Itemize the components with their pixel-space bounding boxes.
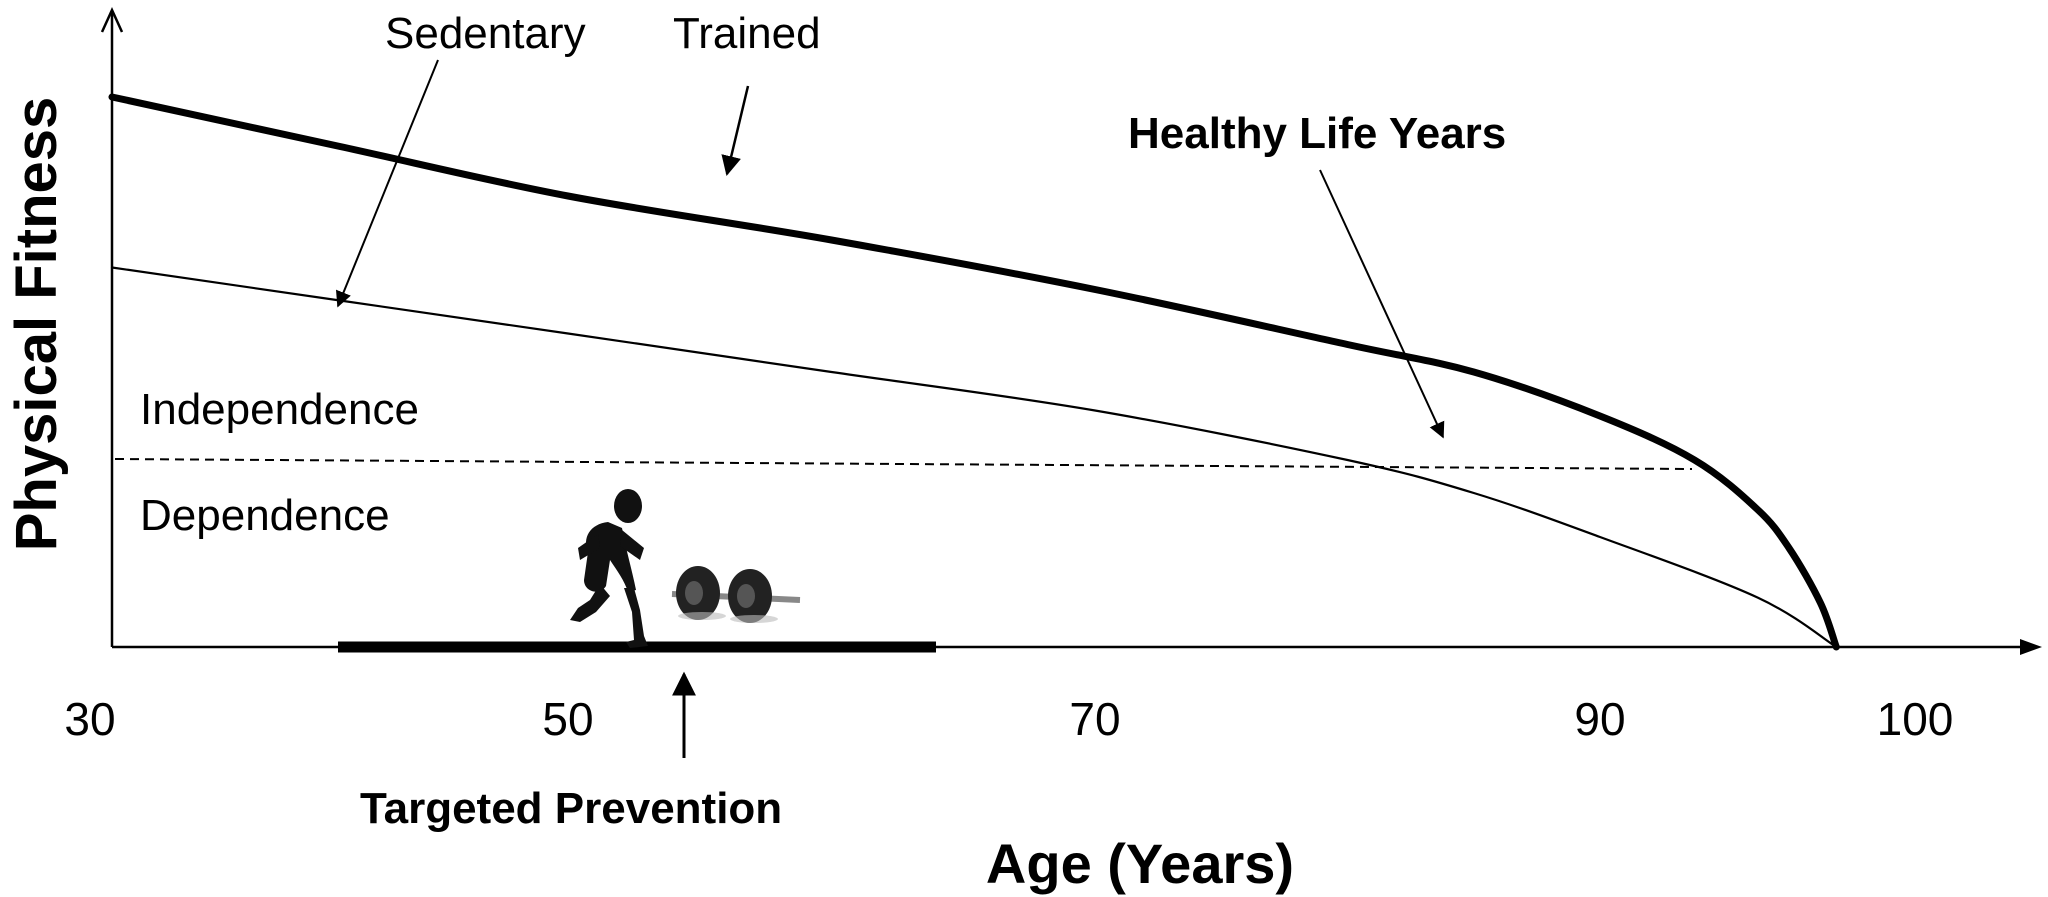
- series-line-sedentary: [110, 266, 1838, 649]
- x-axis-arrow-icon: [2020, 639, 2042, 655]
- runner-icon: [570, 489, 648, 648]
- x-tick-label: 90: [1574, 693, 1625, 745]
- dependence-label: Dependence: [140, 491, 390, 540]
- x-tick-label: 30: [64, 693, 115, 745]
- healthy-life-years-arrow: [1319, 169, 1445, 439]
- x-axis-title: Age (Years): [986, 832, 1294, 895]
- y-axis-arrow-icon: [100, 6, 124, 33]
- targeted-prevention-label: Targeted Prevention: [360, 784, 782, 833]
- dumbbell-icon: [671, 566, 801, 623]
- x-tick-label: 70: [1069, 693, 1120, 745]
- independence-label: Independence: [140, 385, 419, 434]
- trained-arrow: [721, 85, 750, 176]
- series-line-trained: [108, 93, 1840, 651]
- x-tick-label: 100: [1877, 693, 1954, 745]
- y-axis-title: Physical Fitness: [4, 97, 69, 552]
- healthy-life-years-label: Healthy Life Years: [1128, 109, 1506, 158]
- x-tick-label: 50: [542, 693, 593, 745]
- sedentary-arrow: [336, 59, 439, 308]
- independence-threshold-line: [114, 458, 1693, 470]
- trained-label: Trained: [673, 9, 821, 58]
- sedentary-label: Sedentary: [385, 9, 586, 58]
- series-layer: [108, 93, 1840, 651]
